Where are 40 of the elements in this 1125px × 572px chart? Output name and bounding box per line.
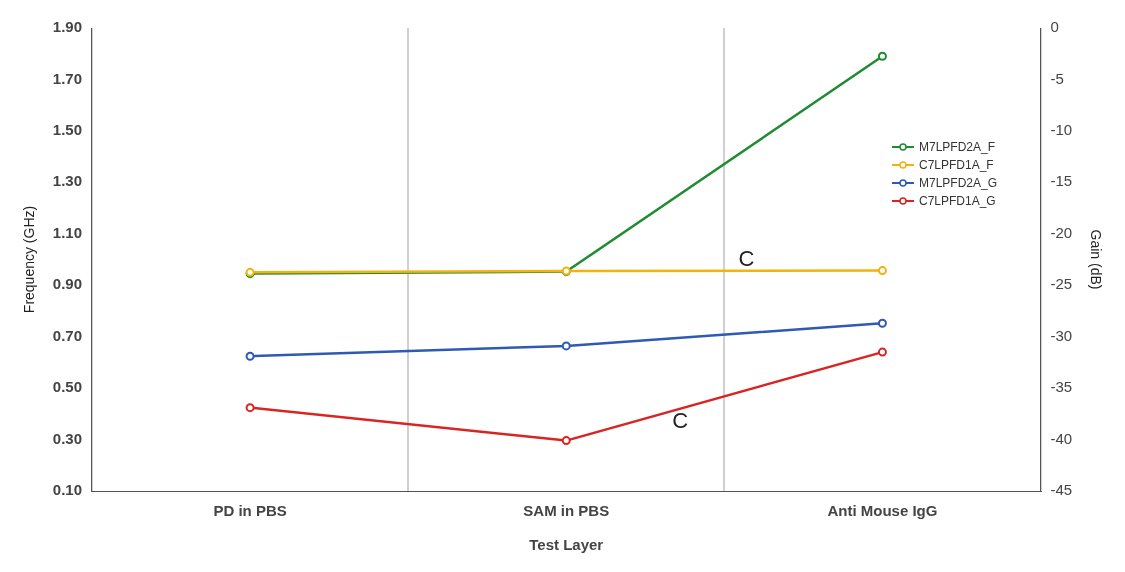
annotation: C — [672, 407, 689, 433]
annotation: C — [738, 245, 755, 271]
y-tick-label: 0.10 — [52, 481, 82, 499]
point — [561, 341, 571, 351]
y-tick-label: 1.10 — [52, 223, 82, 241]
y2-tick-label: -10 — [1050, 121, 1073, 139]
y2-tick-label: -40 — [1050, 429, 1073, 447]
y-tick-label: 1.30 — [52, 172, 82, 190]
legend-label: C7LPFD1A_F — [918, 158, 994, 172]
y-tick-label: 0.90 — [52, 275, 82, 293]
y2-tick-label: 0 — [1050, 18, 1059, 36]
y2-tick-label: -20 — [1050, 223, 1073, 241]
point — [561, 436, 571, 446]
y2-tick-label: -45 — [1050, 481, 1073, 499]
y-tick-label: 1.70 — [52, 69, 82, 87]
y2-tick-label: -5 — [1050, 69, 1064, 87]
y-tick-label: 0.30 — [52, 429, 82, 447]
point — [877, 266, 887, 276]
y-tick-label: 0.50 — [52, 378, 82, 396]
y-tick-label: 0.70 — [52, 326, 82, 344]
point — [245, 403, 255, 413]
y-axis-title: Frequency (GHz) — [21, 205, 38, 314]
x-tick-label: Anti Mouse IgG — [827, 502, 938, 520]
legend-label: M7LPFD2A_F — [918, 140, 995, 154]
y2-tick-label: -25 — [1050, 275, 1073, 293]
x-tick-label: SAM in PBS — [523, 502, 610, 520]
point — [877, 51, 887, 61]
x-axis-title: Test Layer — [529, 536, 604, 554]
y2-tick-label: -15 — [1050, 172, 1073, 190]
point — [877, 347, 887, 357]
legend-label: M7LPFD2A_G — [918, 176, 997, 190]
y2-tick-label: -35 — [1050, 378, 1073, 396]
y2-tick-label: -30 — [1050, 326, 1073, 344]
y-tick-label: 1.90 — [52, 18, 82, 36]
point — [877, 318, 887, 328]
x-tick-label: PD in PBS — [213, 502, 287, 520]
y-tick-label: 1.50 — [52, 121, 82, 139]
y2-axis-title: Gain (dB) — [1087, 229, 1104, 290]
legend-label: C7LPFD1A_G — [918, 194, 996, 208]
point — [245, 351, 255, 361]
